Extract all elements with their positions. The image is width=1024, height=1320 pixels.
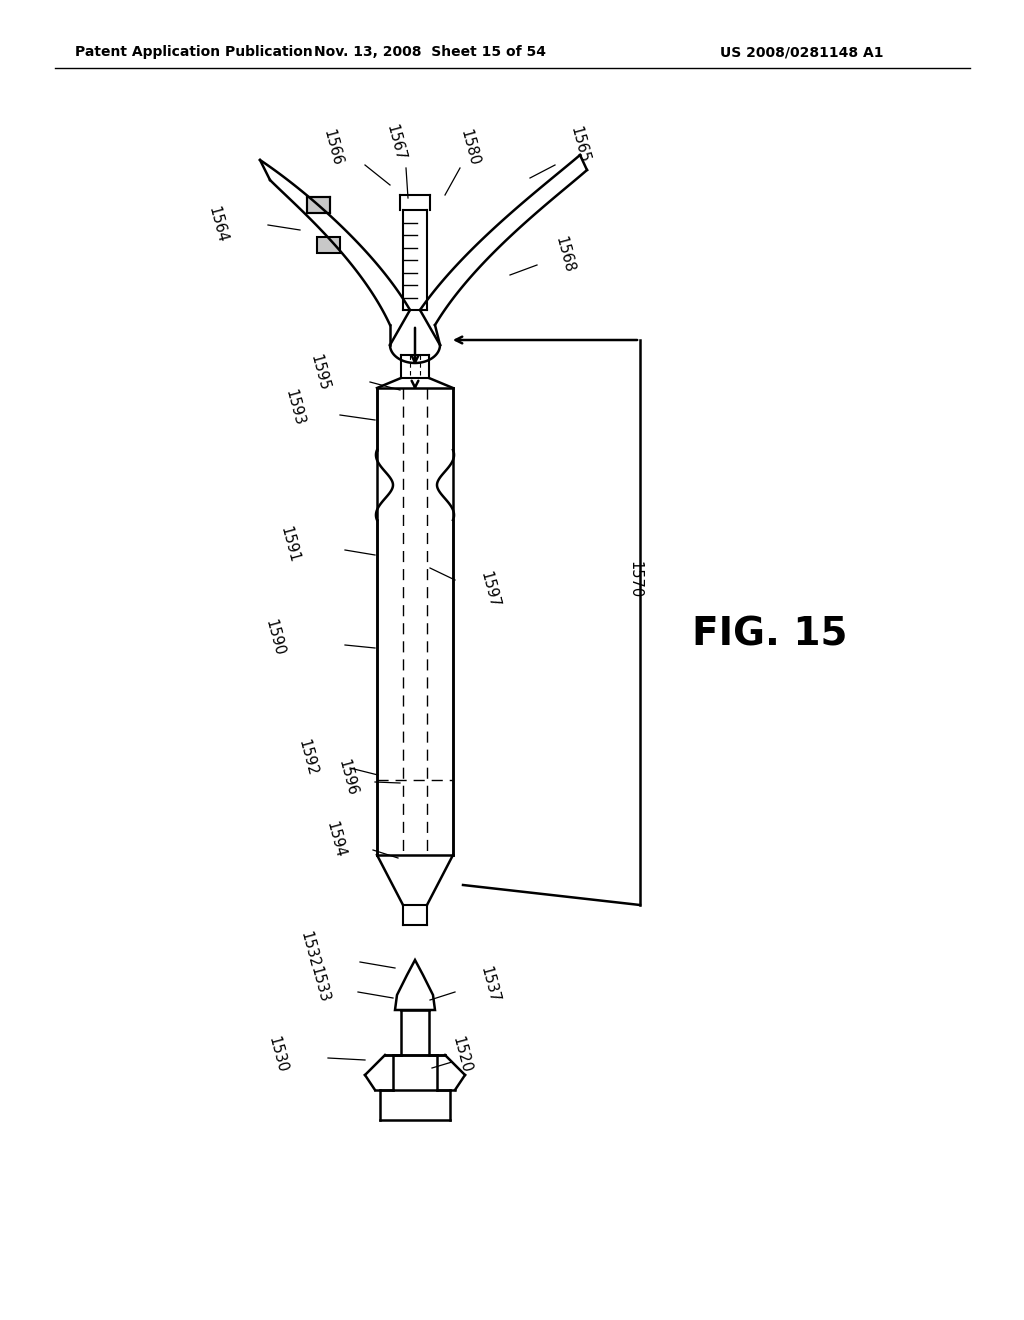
- Text: 1566: 1566: [321, 128, 345, 168]
- Text: 1592: 1592: [296, 738, 321, 777]
- Text: 1591: 1591: [278, 525, 302, 565]
- Text: 1567: 1567: [384, 123, 408, 162]
- Text: 1590: 1590: [263, 618, 287, 657]
- Text: 1568: 1568: [553, 235, 578, 275]
- Text: FIG. 15: FIG. 15: [692, 616, 848, 653]
- Text: 1533: 1533: [308, 965, 332, 1005]
- Text: 1597: 1597: [478, 570, 502, 610]
- Text: 1594: 1594: [324, 820, 348, 859]
- Text: Patent Application Publication: Patent Application Publication: [75, 45, 312, 59]
- Text: 1520: 1520: [450, 1035, 474, 1074]
- Text: 1532: 1532: [298, 931, 322, 970]
- Text: 1595: 1595: [308, 354, 332, 393]
- Text: 1564: 1564: [206, 205, 230, 244]
- Text: Nov. 13, 2008  Sheet 15 of 54: Nov. 13, 2008 Sheet 15 of 54: [314, 45, 546, 59]
- Text: 1537: 1537: [478, 965, 502, 1005]
- Text: US 2008/0281148 A1: US 2008/0281148 A1: [720, 45, 884, 59]
- Text: 1530: 1530: [266, 1035, 290, 1074]
- Text: 1596: 1596: [336, 758, 360, 797]
- Text: 1593: 1593: [283, 388, 307, 428]
- Text: 1570: 1570: [628, 561, 642, 599]
- Polygon shape: [317, 238, 340, 253]
- Polygon shape: [307, 197, 330, 213]
- Text: 1565: 1565: [568, 125, 592, 165]
- Text: 1580: 1580: [458, 128, 482, 168]
